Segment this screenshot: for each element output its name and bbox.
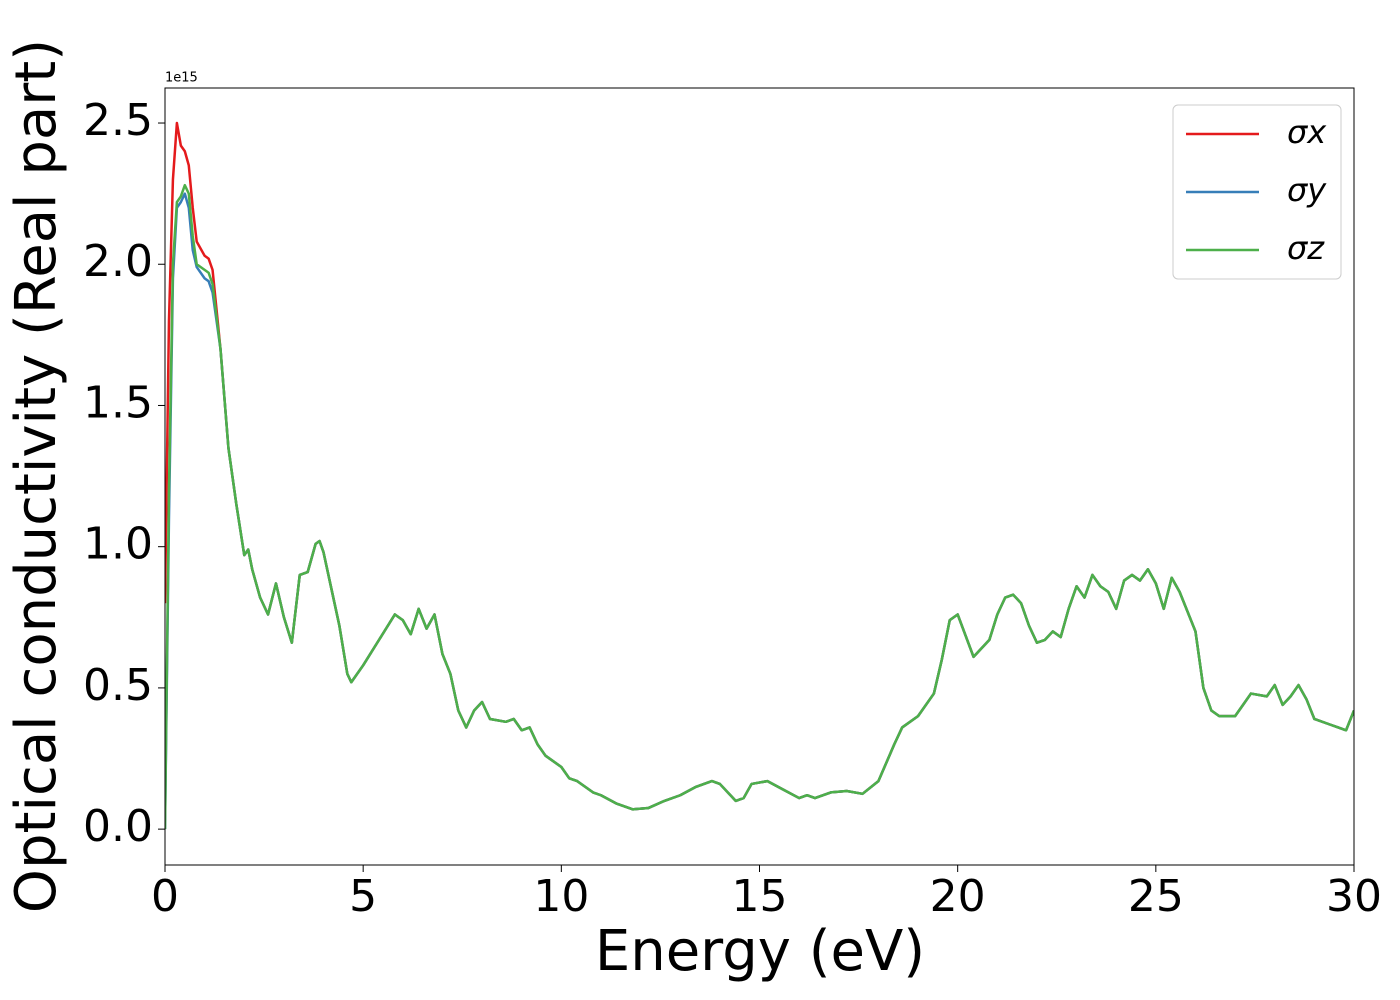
y-tick-label: 1.5 bbox=[83, 377, 153, 428]
offset-label: 1e15 bbox=[165, 71, 198, 86]
x-tick-label: 20 bbox=[930, 871, 986, 922]
legend-label: σx bbox=[1287, 113, 1327, 151]
y-tick-label: 2.5 bbox=[83, 95, 153, 146]
x-tick-label: 5 bbox=[349, 871, 377, 922]
y-axis-label: Optical conductivity (Real part) bbox=[4, 39, 69, 913]
x-axis-label: Energy (eV) bbox=[595, 919, 925, 984]
y-tick-label: 0.0 bbox=[83, 801, 153, 852]
x-tick-label: 0 bbox=[151, 871, 179, 922]
y-tick-label: 0.5 bbox=[83, 660, 153, 711]
legend-label: σy bbox=[1287, 171, 1327, 209]
y-tick-label: 2.0 bbox=[83, 236, 153, 287]
x-tick-label: 10 bbox=[533, 871, 589, 922]
y-tick-label: 1.0 bbox=[83, 519, 153, 570]
legend-label: σz bbox=[1287, 229, 1325, 267]
x-tick-label: 15 bbox=[732, 871, 788, 922]
line-series bbox=[165, 183, 1354, 830]
plot-frame bbox=[164, 87, 1355, 866]
x-tick-label: 30 bbox=[1326, 871, 1382, 922]
x-tick-label: 25 bbox=[1128, 871, 1184, 922]
